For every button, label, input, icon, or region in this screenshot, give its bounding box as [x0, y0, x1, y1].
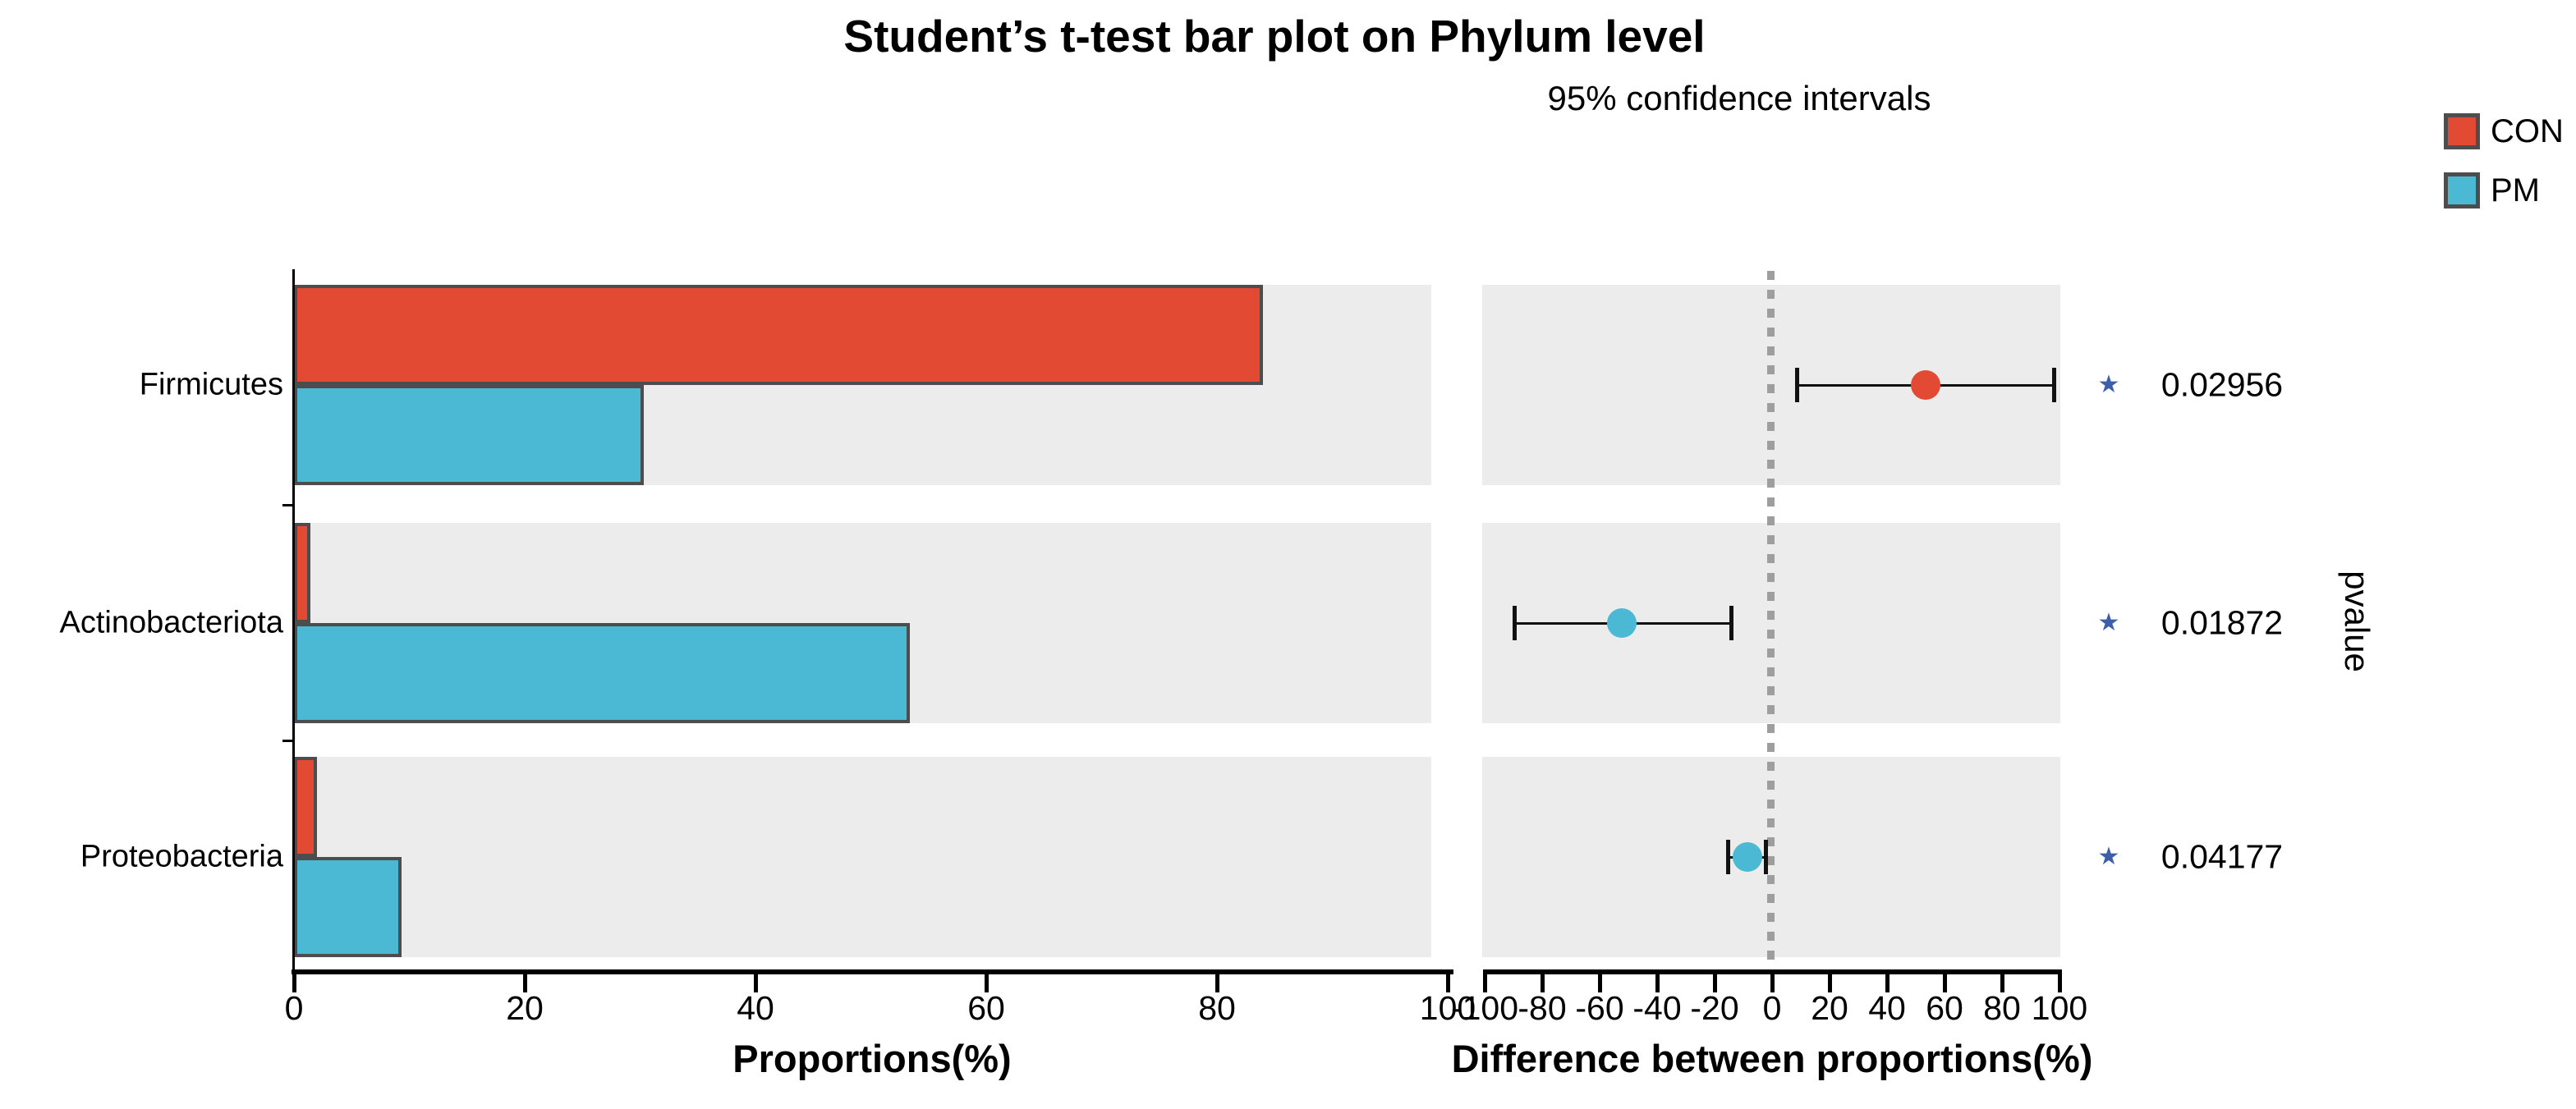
ci-cap-high-firmicutes [2052, 368, 2056, 402]
y-axis-tick [282, 504, 294, 506]
right-axis-tick-label: 0 [1762, 989, 1782, 1027]
right-axis-tick-label: 60 [1926, 989, 1963, 1027]
mean-dot-proteobacteria [1732, 842, 1762, 872]
left-axis-tick-label: 20 [506, 989, 544, 1027]
right-axis-tick-label: -20 [1690, 989, 1739, 1027]
right-axis-title: Difference between proportions(%) [1451, 1037, 2093, 1080]
mean-dot-firmicutes [1911, 370, 1941, 400]
right-x-axis-line [1483, 969, 2062, 974]
left-axis-tick [1446, 974, 1450, 992]
left-axis-tick-label: 80 [1198, 989, 1236, 1027]
right-axis-tick [1655, 974, 1660, 992]
ci-cap-low-firmicutes [1794, 368, 1799, 402]
y-axis-line [292, 269, 295, 974]
pvalue-text-actinobacteriota: 0.01872 [2160, 603, 2284, 642]
right-axis-tick-label: -80 [1518, 989, 1567, 1027]
right-axis-tick [1770, 974, 1775, 992]
left-axis-tick [754, 974, 758, 992]
right-axis-tick [2058, 974, 2062, 992]
legend: CON PM [2444, 113, 2564, 231]
ci-cap-high-actinobacteriota [1729, 606, 1733, 640]
right-axis-tick [1483, 974, 1487, 992]
left-axis-tick-label: 60 [967, 989, 1005, 1027]
right-axis-tick-label: 100 [2031, 989, 2088, 1027]
left-axis-tick [292, 974, 296, 992]
left-axis-tick [985, 974, 989, 992]
right-axis-tick-label: -100 [1450, 989, 1519, 1027]
pvalue-text-proteobacteria: 0.04177 [2160, 837, 2284, 876]
right-axis-tick-label: 20 [1811, 989, 1848, 1027]
category-label-proteobacteria: Proteobacteria [80, 839, 283, 874]
significance-star-icon-actinobacteriota: ★ [2097, 609, 2120, 636]
left-axis-tick-label: 40 [737, 989, 774, 1027]
right-axis-tick-label: -60 [1575, 989, 1624, 1027]
legend-label: PM [2491, 172, 2540, 209]
left-x-axis-line [292, 969, 1453, 974]
bar-con-firmicutes [294, 285, 1264, 385]
left-axis-title: Proportions(%) [732, 1037, 1012, 1080]
y-axis-tick [282, 740, 294, 742]
right-axis-tick [1828, 974, 1832, 992]
significance-star-icon-proteobacteria: ★ [2097, 843, 2120, 870]
mean-dot-actinobacteriota [1606, 608, 1637, 638]
right-axis-tick-label: -40 [1632, 989, 1682, 1027]
pvalue-text-firmicutes: 0.02956 [2160, 365, 2284, 404]
left-axis-tick [1215, 974, 1219, 992]
left-axis-tick [523, 974, 527, 992]
category-label-actinobacteriota: Actinobacteriota [59, 605, 284, 640]
bar-con-proteobacteria [294, 757, 318, 857]
right-axis-tick-label: 80 [1983, 989, 2021, 1027]
legend-swatch-pm [2444, 172, 2480, 209]
chart-subtitle: 95% confidence intervals [1547, 79, 1931, 117]
ci-cap-low-proteobacteria [1726, 840, 1731, 874]
zero-dashed-line [1767, 271, 1775, 969]
bar-pm-actinobacteriota [294, 623, 911, 723]
right-axis-tick [1943, 974, 1947, 992]
left-axis-tick-label: 100 [1419, 989, 1476, 1027]
legend-item-pm: PM [2444, 172, 2564, 209]
legend-swatch-con [2444, 113, 2480, 149]
right-axis-tick [1598, 974, 1602, 992]
legend-item-con: CON [2444, 113, 2564, 149]
legend-label: CON [2491, 113, 2564, 149]
chart-title: Student’s t-test bar plot on Phylum leve… [843, 11, 1706, 62]
ci-cap-low-actinobacteriota [1513, 606, 1518, 640]
right-axis-tick [1541, 974, 1545, 992]
bar-pm-firmicutes [294, 385, 644, 485]
row-band-left-proteobacteria [294, 757, 1431, 957]
pvalue-axis-title: pvalue [2338, 571, 2376, 672]
left-axis-tick-label: 0 [284, 989, 304, 1027]
category-label-firmicutes: Firmicutes [139, 367, 283, 402]
ci-cap-high-proteobacteria [1763, 840, 1768, 874]
significance-star-icon-firmicutes: ★ [2097, 371, 2120, 398]
bar-pm-proteobacteria [294, 857, 402, 957]
right-axis-tick [1713, 974, 1717, 992]
right-axis-tick [1885, 974, 1890, 992]
right-axis-tick-label: 40 [1868, 989, 1906, 1027]
right-axis-tick [2000, 974, 2004, 992]
bar-con-actinobacteriota [294, 523, 310, 623]
